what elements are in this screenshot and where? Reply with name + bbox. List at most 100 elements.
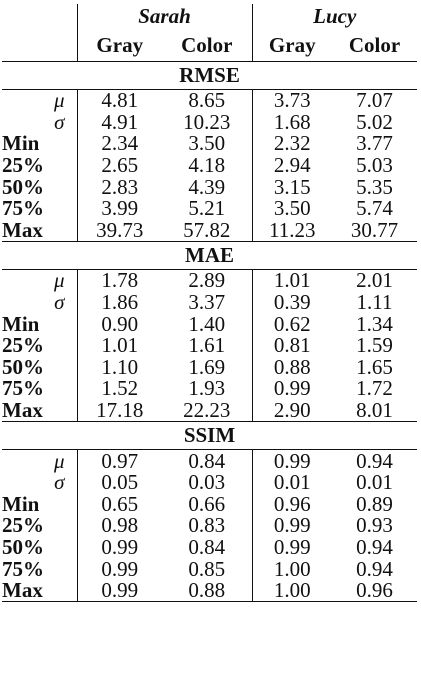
row-label: 50% bbox=[2, 534, 44, 559]
value-cell: 1.59 bbox=[356, 333, 393, 358]
value-cell: 3.99 bbox=[76, 198, 162, 220]
value-cell: 2.34 bbox=[76, 133, 162, 155]
row-label: 25% bbox=[2, 333, 44, 358]
person-header-row: Sarah Lucy bbox=[2, 4, 417, 29]
table-row: σ 4.91 10.23 1.68 5.02 bbox=[2, 112, 417, 134]
value-cell: 0.89 bbox=[356, 491, 393, 516]
value-cell: 0.96 bbox=[332, 580, 417, 603]
value-cell: 0.01 bbox=[356, 470, 393, 495]
mode-header-lucy-gray: Gray bbox=[251, 29, 332, 62]
value-cell: 2.83 bbox=[76, 176, 162, 198]
statistics-table: Sarah Lucy Gray Color Gray Color RMSE μ 4.… bbox=[2, 4, 417, 603]
value-cell: 1.52 bbox=[76, 378, 162, 400]
value-cell: 5.21 bbox=[188, 196, 226, 221]
value-cell: 22.23 bbox=[183, 398, 231, 423]
value-cell: 0.66 bbox=[188, 491, 226, 516]
value-cell: 1.93 bbox=[188, 376, 226, 401]
table-row: 50% 0.99 0.84 0.99 0.94 bbox=[2, 537, 417, 559]
row-label: 25% bbox=[2, 153, 44, 178]
row-label: 75% bbox=[2, 556, 44, 581]
value-cell: 2.94 bbox=[251, 155, 332, 177]
value-cell: 0.01 bbox=[251, 472, 332, 494]
row-label: Min bbox=[2, 311, 40, 336]
value-cell: 0.03 bbox=[188, 470, 226, 495]
row-label: Min bbox=[2, 131, 40, 156]
value-cell: 1.40 bbox=[188, 311, 226, 336]
corner-cell bbox=[2, 4, 77, 29]
rmse-section-title: RMSE bbox=[2, 61, 417, 90]
table-body: Sarah Lucy Gray Color Gray Color RMSE μ 4.… bbox=[2, 4, 417, 603]
value-cell: 11.23 bbox=[251, 219, 332, 242]
table-row: μ 4.81 8.65 3.73 7.07 bbox=[2, 88, 417, 113]
row-label: σ bbox=[54, 470, 65, 495]
value-cell: 1.78 bbox=[76, 269, 162, 292]
value-cell: 1.00 bbox=[251, 580, 332, 603]
value-cell: 10.23 bbox=[183, 109, 231, 134]
value-cell: 4.18 bbox=[188, 153, 226, 178]
value-cell: 0.93 bbox=[356, 513, 393, 538]
value-cell: 1.11 bbox=[356, 290, 393, 315]
value-cell: 1.72 bbox=[356, 376, 393, 401]
value-cell: 2.01 bbox=[356, 268, 393, 293]
value-cell: 0.81 bbox=[251, 335, 332, 357]
table-row: Min 2.34 3.50 2.32 3.77 bbox=[2, 133, 417, 155]
value-cell: 3.73 bbox=[251, 89, 332, 112]
table-row: σ 0.05 0.03 0.01 0.01 bbox=[2, 472, 417, 494]
value-cell: 0.99 bbox=[251, 449, 332, 472]
table-row: μ 1.78 2.89 1.01 2.01 bbox=[2, 268, 417, 293]
value-cell: 4.91 bbox=[76, 112, 162, 134]
row-label: μ bbox=[53, 88, 65, 113]
value-cell: 0.99 bbox=[251, 515, 332, 537]
value-cell: 1.61 bbox=[188, 333, 226, 358]
row-label: σ bbox=[54, 290, 65, 315]
mode-header-sarah-color: Color bbox=[162, 29, 252, 62]
person-header-sarah: Sarah bbox=[76, 4, 252, 29]
mode-header-lucy-color: Color bbox=[332, 29, 417, 62]
table-row: Max 0.99 0.88 1.00 0.96 bbox=[2, 580, 417, 603]
value-cell: 17.18 bbox=[76, 399, 162, 422]
value-cell: 5.35 bbox=[356, 174, 393, 199]
value-cell: 5.02 bbox=[356, 109, 393, 134]
value-cell: 0.62 bbox=[251, 313, 332, 335]
table-row: Max 39.73 57.82 11.23 30.77 bbox=[2, 217, 417, 242]
value-cell: 0.98 bbox=[76, 515, 162, 537]
table-row: 75% 3.99 5.21 3.50 5.74 bbox=[2, 198, 417, 220]
table-row: 25% 1.01 1.61 0.81 1.59 bbox=[2, 335, 417, 357]
rmse-section-header: RMSE bbox=[2, 61, 417, 90]
table-row: 50% 1.10 1.69 0.88 1.65 bbox=[2, 357, 417, 379]
value-cell: 0.96 bbox=[251, 493, 332, 516]
value-cell: 0.94 bbox=[356, 448, 393, 473]
value-cell: 2.90 bbox=[251, 399, 332, 422]
value-cell: 5.03 bbox=[356, 153, 393, 178]
table-row: Max 17.18 22.23 2.90 8.01 bbox=[2, 398, 417, 423]
row-label: Max bbox=[2, 217, 43, 242]
value-cell: 3.15 bbox=[251, 176, 332, 198]
value-cell: 0.97 bbox=[76, 449, 162, 472]
row-label: Min bbox=[2, 491, 40, 516]
table-row: Min 0.65 0.66 0.96 0.89 bbox=[2, 491, 417, 516]
mode-header-sarah-gray: Gray bbox=[76, 29, 162, 62]
value-cell: 0.88 bbox=[162, 580, 252, 603]
value-cell: 30.77 bbox=[350, 217, 399, 242]
row-label: 50% bbox=[2, 354, 44, 379]
table-row: 25% 2.65 4.18 2.94 5.03 bbox=[2, 155, 417, 177]
table-row: 75% 1.52 1.93 0.99 1.72 bbox=[2, 378, 417, 400]
person-header-lucy: Lucy bbox=[251, 4, 417, 29]
value-cell: 2.32 bbox=[251, 133, 332, 155]
value-cell: 57.82 bbox=[183, 217, 231, 242]
mae-section-title: MAE bbox=[2, 241, 417, 271]
value-cell: 7.07 bbox=[356, 88, 393, 113]
row-label: 75% bbox=[2, 196, 44, 221]
table-row: 25% 0.98 0.83 0.99 0.93 bbox=[2, 515, 417, 537]
value-cell: 1.01 bbox=[251, 269, 332, 292]
value-cell: 0.99 bbox=[76, 558, 162, 580]
value-cell: 1.69 bbox=[188, 354, 226, 379]
value-cell: 0.99 bbox=[76, 580, 162, 603]
row-label: σ bbox=[54, 109, 65, 134]
value-cell: 39.73 bbox=[76, 219, 162, 242]
value-cell: 0.84 bbox=[188, 448, 226, 473]
value-cell: 8.65 bbox=[188, 88, 226, 113]
value-cell: 1.01 bbox=[76, 335, 162, 357]
ssim-section-title: SSIM bbox=[2, 421, 417, 451]
